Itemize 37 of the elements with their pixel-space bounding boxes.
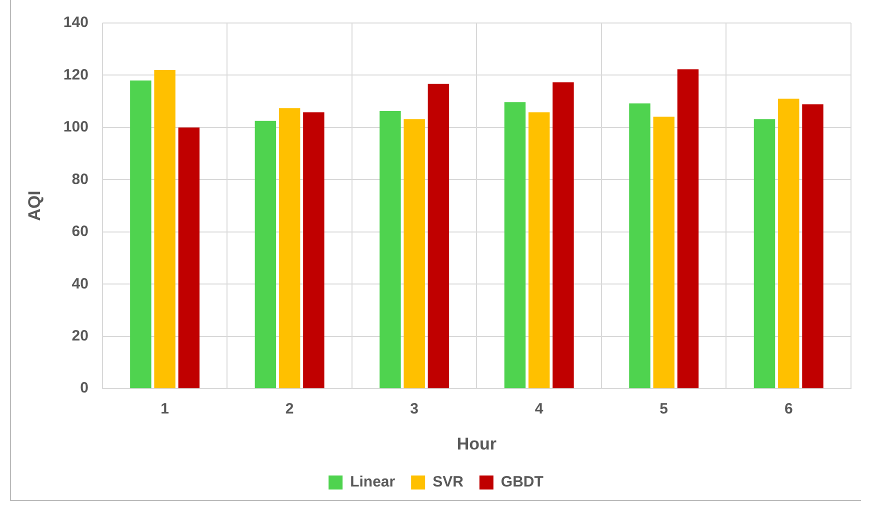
y-tick-label: 80 bbox=[72, 170, 88, 188]
x-tick-label: 2 bbox=[285, 400, 294, 418]
bar bbox=[778, 98, 800, 388]
bar bbox=[404, 119, 425, 388]
bar bbox=[677, 69, 699, 388]
x-tick-label: 3 bbox=[410, 400, 419, 418]
bar bbox=[528, 112, 550, 388]
y-axis-title: AQI bbox=[24, 190, 44, 221]
bar bbox=[754, 119, 776, 388]
bar bbox=[178, 127, 200, 388]
y-tick-label: 40 bbox=[72, 275, 88, 292]
bar bbox=[254, 120, 276, 388]
bar bbox=[130, 80, 152, 388]
x-axis-title: Hour bbox=[456, 434, 497, 454]
legend-label: SVR bbox=[432, 474, 464, 491]
y-tick-label: 60 bbox=[72, 223, 88, 240]
bar bbox=[154, 70, 176, 388]
x-tick-label: 5 bbox=[660, 400, 668, 418]
bar bbox=[552, 82, 574, 388]
bar bbox=[504, 102, 526, 388]
x-tick-label: 6 bbox=[784, 400, 793, 418]
bar bbox=[629, 103, 650, 388]
y-tick-label: 0 bbox=[80, 380, 88, 397]
y-tick-label: 140 bbox=[63, 14, 88, 32]
x-tick-label: 4 bbox=[534, 400, 544, 418]
bar bbox=[380, 111, 401, 388]
x-tick-label: 1 bbox=[160, 400, 169, 418]
bar bbox=[653, 116, 674, 388]
y-tick-label: 20 bbox=[72, 328, 88, 345]
bar bbox=[303, 112, 324, 388]
legend-label: GBDT bbox=[500, 474, 544, 491]
y-tick-label: 120 bbox=[63, 66, 88, 84]
bar bbox=[802, 104, 824, 388]
bar bbox=[428, 84, 450, 388]
legend-label: Linear bbox=[350, 474, 396, 491]
y-tick-label: 100 bbox=[63, 118, 88, 136]
bar bbox=[278, 108, 300, 388]
